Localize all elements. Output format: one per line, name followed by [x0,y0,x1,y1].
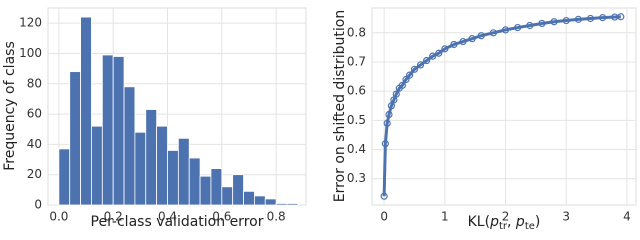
marker [617,13,625,21]
label-part: p [515,214,525,230]
marker [435,49,443,57]
x-tick-label: 0.8 [267,210,286,224]
x-tick-label: 0.6 [212,210,231,224]
bar [112,56,125,206]
bar [58,148,71,206]
marker [383,119,391,127]
marker [381,140,389,148]
x-tick-label: 0.0 [49,210,68,224]
marker [441,45,449,53]
y-tick-label: 80 [27,76,42,90]
bar [145,109,158,206]
y-tick-label: 100 [19,46,42,60]
y-tick-label: 0.3 [347,171,366,185]
y-tick-label: 60 [27,107,42,121]
marker [416,61,425,69]
x-tick-label: 2 [502,210,510,224]
label-part: , [507,214,516,230]
bar [253,195,266,206]
bar [134,131,147,206]
line [382,15,621,197]
marker [562,16,570,25]
bar [232,174,244,206]
bar [101,54,114,206]
x-tick-label: 0.2 [104,210,123,224]
label-part: ) [535,214,540,230]
marker [385,110,393,119]
plot-area [371,7,637,206]
marker [423,56,431,65]
label-part: te [525,221,535,232]
y-tick-label: 20 [27,167,42,181]
marker [459,37,467,46]
bar [69,71,81,206]
marker [390,96,398,104]
marker [380,192,388,200]
bar [80,16,92,206]
x-axis-label: KL(ptr, pte) [468,214,541,232]
marker [526,21,534,30]
x-tick-label: 4 [623,210,631,224]
x-axis-label: Per-class validation error [91,214,264,230]
bar [275,203,288,206]
y-tick-label: 40 [27,137,42,151]
marker [501,26,510,34]
bar [264,198,277,206]
label-part: tr [499,221,508,232]
marker [599,14,607,22]
x-tick-label: 3 [562,210,570,224]
marker [538,19,546,28]
label-part: p [489,214,499,230]
marker [429,52,437,60]
marker [450,40,458,49]
marker [550,18,558,26]
marker [406,71,414,79]
bar [221,186,234,206]
marker [402,75,410,84]
y-axis-label: Error on shifted distribution [332,10,348,202]
bar [167,150,179,206]
y-tick-label: 0 [34,198,42,212]
marker [468,35,476,43]
y-tick-label: 0.5 [347,113,366,127]
bar [188,157,201,206]
bar [210,168,223,206]
bar [199,175,212,206]
bar [91,125,103,206]
x-tick-label: 0.4 [158,210,177,224]
marker [586,14,595,23]
marker [392,90,400,98]
marker [477,32,485,40]
y-tick-label: 0.6 [347,84,366,98]
figure: Per-class validation error Frequency of … [2,7,637,232]
bar [243,190,255,206]
marker [574,15,582,23]
bar [123,86,136,206]
x-tick-label: 1 [441,210,449,224]
y-tick-label: 0.7 [347,54,366,68]
y-axis-label: Frequency of class [2,41,18,170]
marker [410,65,419,73]
bar [286,203,299,206]
marker [387,102,396,110]
marker [398,81,406,89]
label-part: KL( [468,214,490,230]
y-tick-label: 0.8 [347,25,366,39]
marker [514,23,522,32]
y-tick-label: 0.4 [347,142,366,156]
bar [156,125,168,206]
bar [177,137,190,206]
y-tick-label: 120 [19,16,42,30]
marker [489,29,497,37]
x-tick-label: 0 [380,210,388,224]
